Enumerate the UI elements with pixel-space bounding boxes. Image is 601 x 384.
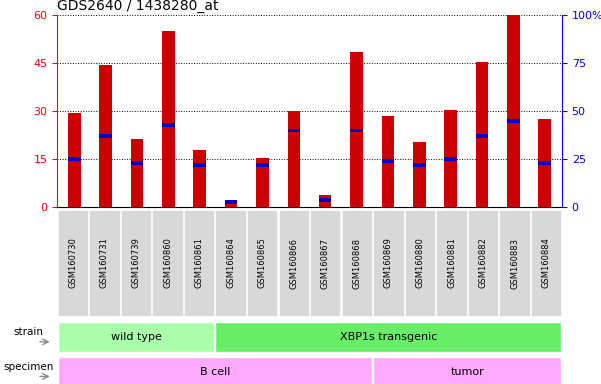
Bar (131, 139, 143, 207)
Text: GSM160880: GSM160880 (415, 238, 424, 288)
Bar (256, 163, 269, 167)
Text: strain: strain (14, 327, 43, 337)
Text: wild type: wild type (111, 332, 162, 342)
Bar (444, 157, 457, 161)
Bar (476, 134, 488, 138)
Bar (162, 31, 175, 207)
Bar (342, 210, 372, 316)
Text: GSM160881: GSM160881 (447, 238, 456, 288)
Bar (468, 210, 498, 316)
Bar (121, 210, 151, 316)
Text: XBP1s transgenic: XBP1s transgenic (340, 332, 437, 342)
Text: tumor: tumor (450, 366, 484, 377)
Bar (58, 322, 214, 352)
Bar (225, 201, 237, 207)
Bar (413, 163, 426, 167)
Bar (194, 163, 206, 167)
Text: GDS2640 / 1438280_at: GDS2640 / 1438280_at (57, 0, 219, 13)
Bar (538, 119, 551, 207)
Bar (538, 161, 551, 165)
Bar (131, 161, 143, 165)
Text: GSM160739: GSM160739 (132, 238, 141, 288)
Bar (216, 210, 246, 316)
Bar (507, 119, 520, 123)
Text: GSM160882: GSM160882 (478, 238, 487, 288)
Bar (405, 210, 435, 316)
Bar (194, 150, 206, 207)
Text: GSM160860: GSM160860 (163, 238, 172, 288)
Bar (90, 210, 120, 316)
Text: GSM160861: GSM160861 (195, 238, 204, 288)
Bar (225, 200, 237, 204)
Bar (68, 113, 81, 207)
Bar (382, 116, 394, 207)
Bar (216, 322, 561, 352)
Bar (58, 210, 88, 316)
Bar (247, 210, 277, 316)
Text: GSM160883: GSM160883 (510, 238, 519, 288)
Bar (99, 65, 112, 207)
Bar (184, 210, 214, 316)
Bar (287, 111, 300, 207)
Bar (310, 210, 340, 316)
Bar (153, 210, 183, 316)
Bar (373, 210, 403, 316)
Text: GSM160867: GSM160867 (321, 238, 330, 288)
Bar (436, 210, 466, 316)
Text: GSM160865: GSM160865 (258, 238, 267, 288)
Bar (58, 357, 372, 384)
Bar (99, 134, 112, 138)
Bar (350, 52, 363, 207)
Text: specimen: specimen (4, 362, 53, 372)
Bar (531, 210, 561, 316)
Bar (287, 129, 300, 132)
Bar (279, 210, 309, 316)
Text: GSM160869: GSM160869 (384, 238, 393, 288)
Bar (162, 123, 175, 127)
Bar (319, 198, 332, 202)
Bar (68, 157, 81, 161)
Bar (499, 210, 529, 316)
Bar (444, 110, 457, 207)
Bar (507, 15, 520, 207)
Bar (413, 142, 426, 207)
Text: GSM160864: GSM160864 (226, 238, 235, 288)
Bar (256, 158, 269, 207)
Bar (373, 357, 561, 384)
Text: B cell: B cell (200, 366, 230, 377)
Text: GSM160731: GSM160731 (100, 238, 109, 288)
Bar (350, 129, 363, 132)
Bar (382, 159, 394, 163)
Text: GSM160884: GSM160884 (542, 238, 551, 288)
Text: GSM160866: GSM160866 (289, 238, 298, 288)
Text: GSM160730: GSM160730 (69, 238, 78, 288)
Bar (476, 62, 488, 207)
Text: GSM160868: GSM160868 (352, 238, 361, 288)
Bar (319, 195, 332, 207)
